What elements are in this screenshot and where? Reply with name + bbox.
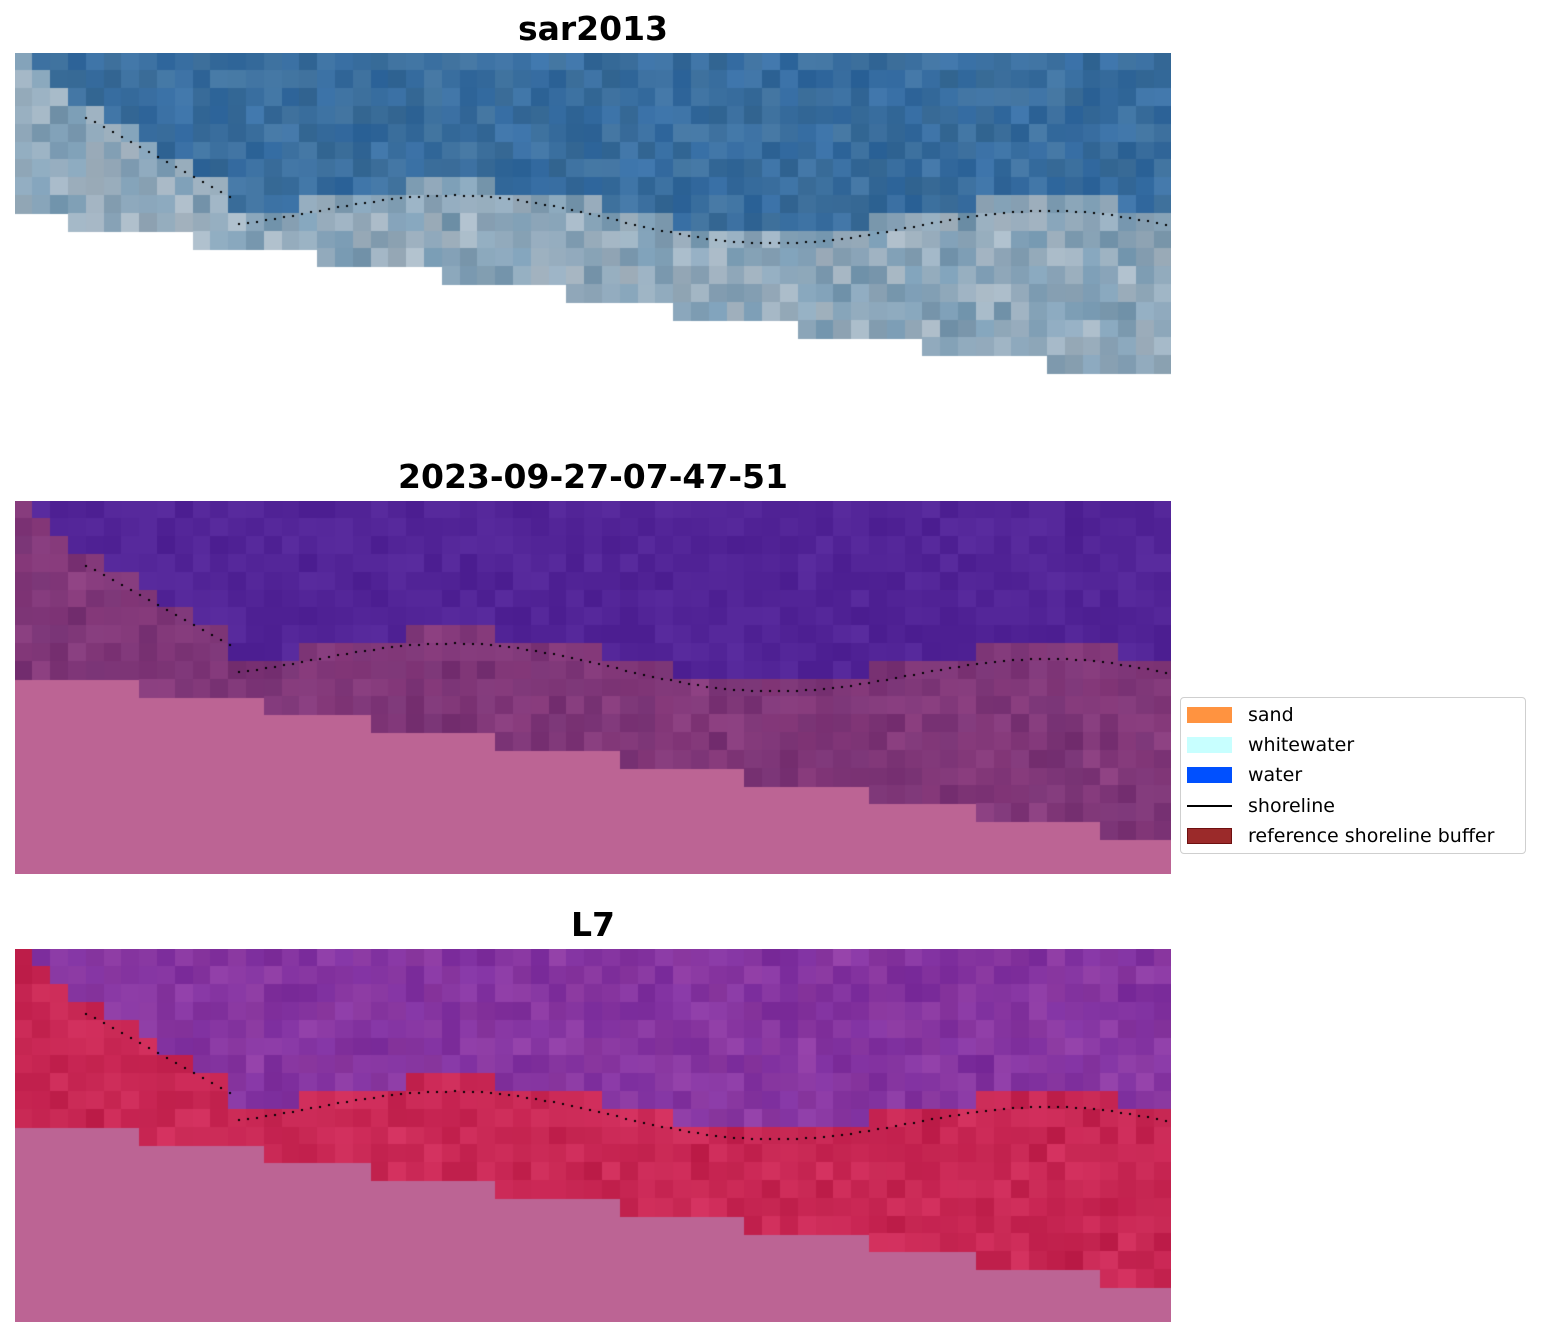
legend-label-buffer: reference shoreline buffer <box>1248 825 1495 847</box>
panel-title-1: sar2013 <box>517 9 669 48</box>
legend-label-sand: sand <box>1248 704 1294 726</box>
legend-swatch-sand <box>1187 707 1232 723</box>
legend-swatch-buffer <box>1187 828 1232 844</box>
legend-swatch-water <box>1187 767 1232 783</box>
legend-item-whitewater: whitewater <box>1187 732 1354 758</box>
legend-label-whitewater: whitewater <box>1248 734 1355 756</box>
legend-label-water: water <box>1248 764 1303 786</box>
legend-item-buffer: reference shoreline buffer <box>1187 823 1494 849</box>
panel-title-2: 2023-09-27-07-47-51 <box>398 457 788 496</box>
legend-swatch-whitewater <box>1187 737 1232 753</box>
classified-image-panel <box>15 501 1171 874</box>
panel-title-3: L7 <box>571 905 615 944</box>
l7-image-panel <box>15 949 1171 1322</box>
legend-item-sand: sand <box>1187 702 1294 728</box>
legend: sand whitewater water shoreline referenc… <box>1180 697 1526 854</box>
legend-item-water: water <box>1187 762 1302 788</box>
legend-item-shoreline: shoreline <box>1187 793 1335 819</box>
sar-image-panel <box>15 53 1171 408</box>
legend-line-shoreline <box>1187 805 1232 807</box>
legend-label-shoreline: shoreline <box>1248 795 1335 817</box>
